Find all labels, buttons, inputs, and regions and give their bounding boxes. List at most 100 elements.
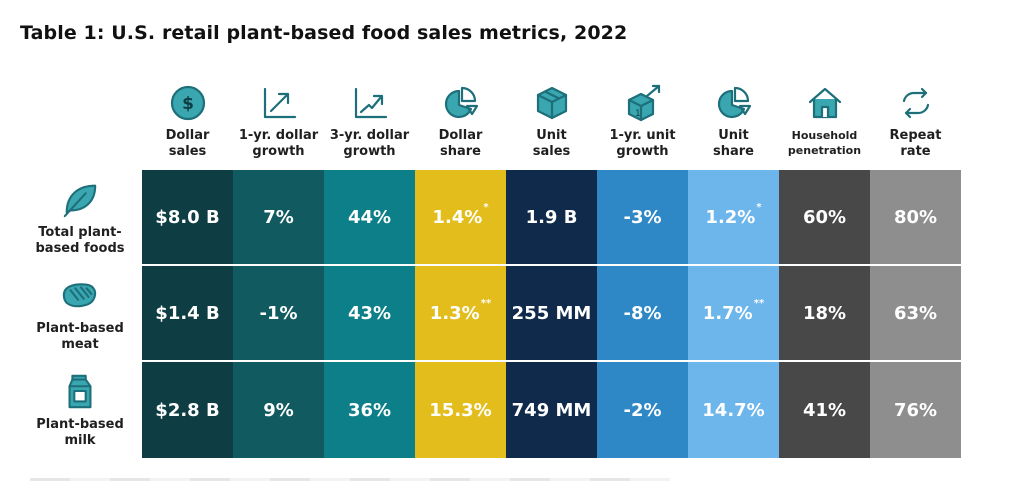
table-cell: 44%	[324, 170, 415, 266]
table-cell: 18%	[779, 266, 870, 362]
box-growth-icon: 1	[622, 82, 664, 124]
column-header: Unit sales	[506, 78, 597, 170]
column-header: Repeat rate	[870, 78, 961, 170]
footnote-divider	[30, 478, 670, 481]
column-header-label: Repeat rate	[889, 128, 942, 159]
cell-value: -1%	[259, 302, 298, 324]
column-header-label: Dollar share	[438, 128, 483, 159]
row-header: Plant-based meat	[24, 266, 142, 362]
row-header-label: Plant-based milk	[36, 417, 124, 448]
table-cell: 255 MM	[506, 266, 597, 362]
row-header-label: Plant-based meat	[36, 321, 124, 352]
column-header: $ Dollar sales	[142, 78, 233, 170]
column-header-label: 3-yr. dollar growth	[329, 128, 410, 159]
cell-footnote-marker: *	[483, 202, 489, 213]
svg-text:1: 1	[635, 109, 641, 119]
table-cell: 14.7%	[688, 362, 779, 458]
cell-value: 255 MM	[511, 302, 592, 324]
cell-value: 41%	[802, 399, 847, 421]
milk-carton-icon	[58, 371, 102, 411]
corner-spacer	[24, 78, 142, 170]
cell-footnote-marker: **	[753, 298, 765, 309]
pie-chart-icon	[713, 82, 755, 124]
table-cell: $8.0 B	[142, 170, 233, 266]
table-cell: 1.3% **	[415, 266, 506, 362]
column-header-label: 1-yr. dollar growth	[238, 128, 319, 159]
column-header: Dollar share	[415, 78, 506, 170]
table-cell: 1.9 B	[506, 170, 597, 266]
leaf-icon	[58, 179, 102, 219]
cell-value: $2.8 B	[155, 399, 220, 421]
table-cell: 60%	[779, 170, 870, 266]
table-cell: 1.7% **	[688, 266, 779, 362]
cell-value: -8%	[623, 302, 662, 324]
table-cell: 749 MM	[506, 362, 597, 458]
cell-value: 15.3%	[429, 399, 492, 421]
cell-value: 749 MM	[511, 399, 592, 421]
cell-value: 43%	[347, 302, 392, 324]
row-header: Total plant- based foods	[24, 170, 142, 266]
table-cell: $1.4 B	[142, 266, 233, 362]
pie-chart-icon	[440, 82, 482, 124]
cell-value: 1.9 B	[525, 206, 578, 228]
table-cell: -8%	[597, 266, 688, 362]
column-header-label: Dollar sales	[165, 128, 210, 159]
column-header-label: Unit sales	[532, 128, 571, 159]
cell-value: 1.7%	[702, 302, 753, 324]
cell-value: $8.0 B	[155, 206, 220, 228]
repeat-icon	[895, 82, 937, 124]
table-cell: 1.4% *	[415, 170, 506, 266]
table-cell: 43%	[324, 266, 415, 362]
cell-value: -2%	[623, 399, 662, 421]
column-header: Unit share	[688, 78, 779, 170]
table-title: Table 1: U.S. retail plant-based food sa…	[20, 22, 628, 44]
svg-text:$: $	[182, 94, 194, 114]
dollar-circle-icon: $	[167, 82, 209, 124]
cell-value: 80%	[893, 206, 938, 228]
table-cell: 63%	[870, 266, 961, 362]
cell-value: 44%	[347, 206, 392, 228]
table-cell: 1.2% *	[688, 170, 779, 266]
cell-value: 60%	[802, 206, 847, 228]
growth-line-icon	[349, 82, 391, 124]
cell-value: 18%	[802, 302, 847, 324]
column-header-label: Household penetration	[787, 129, 862, 157]
cell-value: 14.7%	[702, 399, 765, 421]
table-cell: 7%	[233, 170, 324, 266]
cell-value: 9%	[263, 399, 294, 421]
growth-arrow-icon	[258, 82, 300, 124]
row-header: Plant-based milk	[24, 362, 142, 458]
column-header-label: 1-yr. unit growth	[609, 128, 676, 159]
table-cell: 41%	[779, 362, 870, 458]
metrics-table: $ Dollar sales 1-yr. dollar growth 3-yr. do…	[24, 78, 961, 458]
column-header: 1-yr. dollar growth	[233, 78, 324, 170]
table-cell: 36%	[324, 362, 415, 458]
cell-value: 76%	[893, 399, 938, 421]
cell-value: -3%	[623, 206, 662, 228]
steak-icon	[58, 275, 102, 315]
house-icon	[804, 82, 846, 124]
column-header: 3-yr. dollar growth	[324, 78, 415, 170]
cell-value: 36%	[347, 399, 392, 421]
column-header: 1 1-yr. unit growth	[597, 78, 688, 170]
box-icon	[531, 82, 573, 124]
table-cell: -2%	[597, 362, 688, 458]
table-cell: 15.3%	[415, 362, 506, 458]
table-cell: -1%	[233, 266, 324, 362]
column-header-label: Unit share	[713, 128, 754, 159]
cell-value: 7%	[263, 206, 294, 228]
cell-footnote-marker: **	[480, 298, 492, 309]
table-cell: -3%	[597, 170, 688, 266]
row-header-label: Total plant- based foods	[35, 225, 125, 256]
cell-value: 63%	[893, 302, 938, 324]
cell-value: 1.4%	[432, 206, 483, 228]
table-cell: 9%	[233, 362, 324, 458]
table-cell: 76%	[870, 362, 961, 458]
table-cell: $2.8 B	[142, 362, 233, 458]
cell-value: $1.4 B	[155, 302, 220, 324]
table-cell: 80%	[870, 170, 961, 266]
column-header: Household penetration	[779, 78, 870, 170]
cell-value: 1.2%	[705, 206, 756, 228]
cell-footnote-marker: *	[756, 202, 762, 213]
cell-value: 1.3%	[429, 302, 480, 324]
